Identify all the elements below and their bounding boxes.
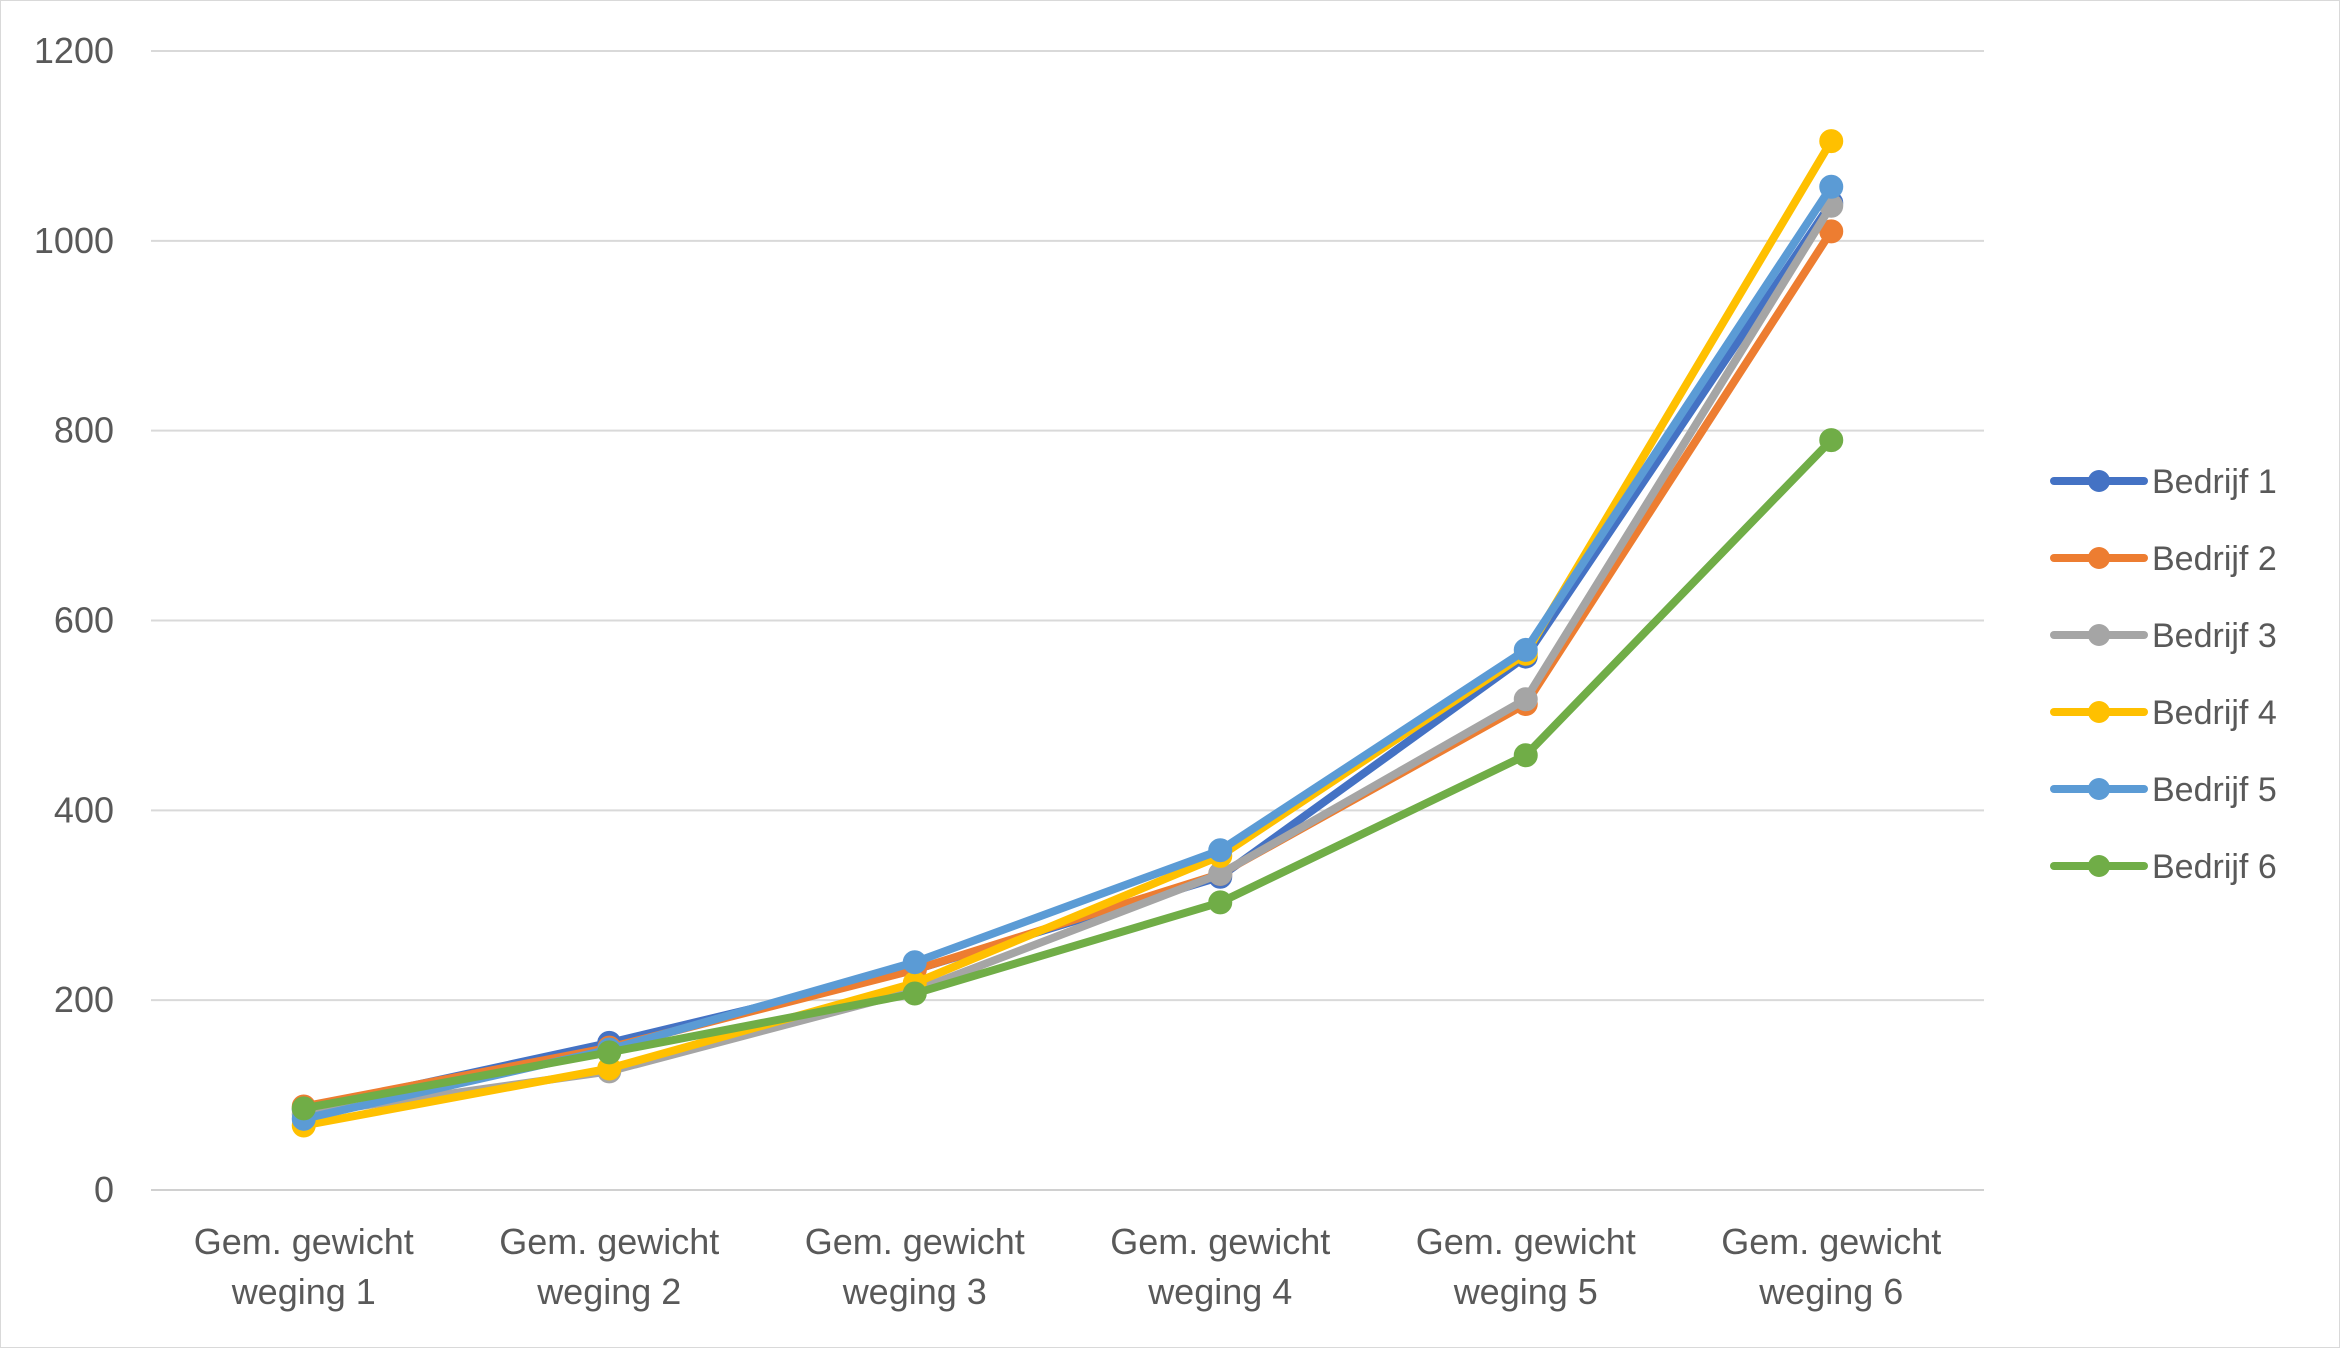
data-point [1513, 743, 1538, 768]
data-point [1208, 838, 1233, 863]
x-tick-label: Gem. gewicht [499, 1221, 719, 1262]
y-tick-label: 1200 [34, 30, 114, 71]
legend-label: Bedrijf 4 [2152, 694, 2277, 732]
data-point [1819, 129, 1844, 154]
series-1 [291, 190, 1844, 1122]
legend: Bedrijf 1 Bedrijf 2 Bedrijf 3 Bedrijf 4 Bedr… [2050, 463, 2277, 886]
legend-swatch-marker [2088, 778, 2110, 800]
series-line [299, 436, 1836, 1113]
legend-item: Bedrijf 4 [2050, 694, 2277, 732]
legend-swatch-marker [2088, 624, 2110, 646]
data-point [597, 1040, 622, 1065]
data-point [291, 1096, 316, 1121]
gridlines [151, 50, 1984, 1191]
y-tick-label: 0 [94, 1169, 114, 1210]
series-3 [291, 193, 1844, 1127]
x-tick-label: Gem. gewicht [1110, 1221, 1330, 1262]
series-line [299, 227, 1836, 1111]
legend-swatch-marker [2088, 470, 2110, 492]
data-point [902, 981, 927, 1006]
x-tick-label: Gem. gewicht [194, 1221, 414, 1262]
y-tick-label: 400 [54, 789, 114, 830]
data-point [1208, 890, 1233, 915]
legend-item: Bedrijf 6 [2050, 848, 2277, 886]
y-axis-ticks: 0 200 400 600 800 1000 1200 [34, 30, 114, 1210]
y-tick-label: 200 [54, 979, 114, 1020]
x-tick-label: weging 4 [1147, 1271, 1292, 1312]
data-point [1513, 687, 1538, 712]
legend-label: Bedrijf 3 [2152, 617, 2277, 655]
series-lines [291, 129, 1844, 1138]
x-tick-label: weging 2 [536, 1271, 681, 1312]
legend-label: Bedrijf 1 [2152, 463, 2277, 501]
series-6 [291, 428, 1844, 1121]
x-tick-label: weging 1 [231, 1271, 376, 1312]
legend-swatch-marker [2088, 547, 2110, 569]
data-point [1819, 219, 1844, 244]
x-tick-label: weging 3 [842, 1271, 987, 1312]
series-line [299, 198, 1836, 1114]
legend-label: Bedrijf 2 [2152, 540, 2277, 578]
legend-swatch-marker [2088, 701, 2110, 723]
data-point [1513, 637, 1538, 662]
x-tick-label: Gem. gewicht [1721, 1221, 1941, 1262]
series-5 [291, 174, 1844, 1131]
series-4 [291, 129, 1844, 1138]
legend-item: Bedrijf 3 [2050, 617, 2277, 655]
legend-item: Bedrijf 5 [2050, 771, 2277, 809]
y-tick-label: 800 [54, 410, 114, 451]
x-tick-label: weging 5 [1453, 1271, 1598, 1312]
legend-item: Bedrijf 1 [2050, 463, 2277, 501]
legend-label: Bedrijf 6 [2152, 848, 2277, 886]
x-tick-label: weging 6 [1758, 1271, 1903, 1312]
x-tick-label: Gem. gewicht [805, 1221, 1025, 1262]
legend-swatch-marker [2088, 855, 2110, 877]
series-line [299, 201, 1836, 1119]
data-point [1819, 174, 1844, 199]
legend-label: Bedrijf 5 [2152, 771, 2277, 809]
x-axis-ticks: Gem. gewicht weging 1 Gem. gewicht weging 2… [194, 1221, 1942, 1312]
series-line [299, 182, 1836, 1123]
legend-item: Bedrijf 2 [2050, 540, 2277, 578]
x-tick-label: Gem. gewicht [1416, 1221, 1636, 1262]
y-tick-label: 600 [54, 600, 114, 641]
y-tick-label: 1000 [34, 220, 114, 261]
series-line [299, 137, 1836, 1130]
data-point [902, 950, 927, 975]
data-point [1819, 428, 1844, 453]
